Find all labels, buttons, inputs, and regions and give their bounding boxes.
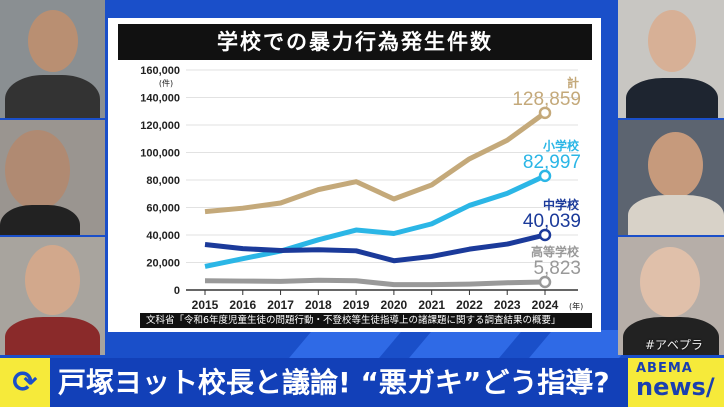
series-name: 計 <box>567 75 579 90</box>
x-tick-label: 2016 <box>229 298 256 312</box>
x-tick-label: 2020 <box>381 298 408 312</box>
y-tick-label: 20,000 <box>146 258 180 270</box>
series-name: 高等学校 <box>531 244 580 259</box>
y-tick-label: 0 <box>174 285 180 297</box>
end-point-marker <box>538 275 552 289</box>
end-point-marker <box>538 106 552 120</box>
x-tick-label: 2021 <box>418 298 445 312</box>
series-end-value: 40,039 <box>523 211 581 232</box>
y-tick-label: 40,000 <box>146 230 180 242</box>
series-line-2 <box>204 232 546 264</box>
headline-banner <box>0 358 724 407</box>
series-line-0 <box>204 110 547 215</box>
camera-panel-guest-1 <box>0 0 105 118</box>
abema-news-logo: ABEMA news/ <box>628 358 724 407</box>
logo-top: ABEMA <box>636 361 693 376</box>
x-tick-label: 2015 <box>192 298 219 312</box>
refresh-arrows-icon: ⟳ <box>0 358 50 407</box>
series-end-value: 5,823 <box>533 258 581 279</box>
y-tick-label: 120,000 <box>140 120 180 132</box>
y-tick-label: 80,000 <box>146 175 180 187</box>
decor-stripe <box>407 330 523 360</box>
x-tick-label: 2019 <box>343 298 370 312</box>
series-name: 小学校 <box>543 138 580 153</box>
chart-source: 文科省「令和6年度児童生徒の問題行動・不登校等生徒指導上の諸課題に関する調査結果… <box>140 313 592 328</box>
series-end-value: 82,997 <box>523 152 581 173</box>
decor-stripe <box>287 330 403 360</box>
camera-panel-guest-5 <box>618 120 724 235</box>
camera-panel-guest-6 <box>618 237 724 355</box>
end-point-marker <box>538 169 552 183</box>
series-end-value: 128,859 <box>512 89 581 110</box>
headline-text: 戸塚ヨット校長と議論! “悪ガキ”どう指導? <box>58 366 610 399</box>
series-line-1 <box>204 173 547 269</box>
chart-title: 学校での暴力行為発生件数 <box>118 24 592 60</box>
hashtag: #アベプラ <box>645 338 703 352</box>
series-name: 中学校 <box>543 197 580 212</box>
x-tick-label: 2017 <box>267 298 294 312</box>
camera-panel-guest-4 <box>618 0 724 118</box>
y-tick-label: 60,000 <box>146 203 180 215</box>
series-line-3 <box>204 277 546 288</box>
camera-panel-guest-3 <box>0 237 105 355</box>
x-tick-label: 2023 <box>494 298 521 312</box>
end-point-marker <box>538 228 552 242</box>
logo-bottom: news/ <box>636 373 715 401</box>
x-tick-label: 2022 <box>456 298 483 312</box>
x-tick-label: 2018 <box>305 298 332 312</box>
y-tick-label: 160,000 <box>140 65 180 77</box>
x-unit: (年) <box>569 301 583 311</box>
y-tick-label: 140,000 <box>140 93 180 105</box>
camera-panel-guest-2 <box>0 120 105 235</box>
y-unit: (件) <box>159 78 173 88</box>
y-tick-label: 100,000 <box>140 148 180 160</box>
x-tick-label: 2024 <box>532 298 559 312</box>
line-chart: 0 20,000 40,000 60,000 80,000 100,000 120,000 1… <box>140 65 583 312</box>
